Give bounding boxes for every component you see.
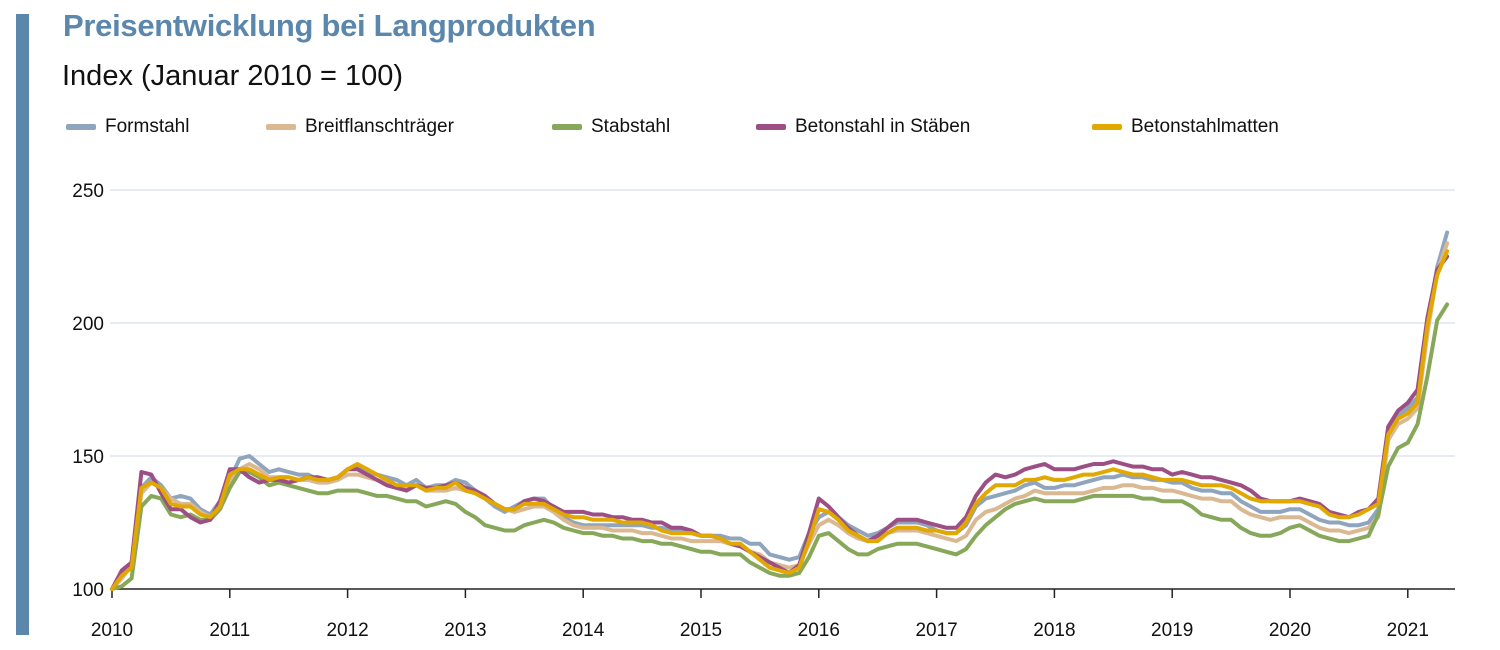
accent-bar bbox=[16, 14, 29, 635]
chart-subtitle: Index (Januar 2010 = 100) bbox=[62, 60, 403, 92]
legend-item-breitflanschtraeger: Breitflanschträger bbox=[266, 116, 454, 138]
legend-label-stabstahl: Stabstahl bbox=[591, 116, 671, 137]
series-line-betonstahlmatten bbox=[110, 249, 1450, 591]
y-tick-label-200: 200 bbox=[72, 314, 104, 335]
legend-swatch-betonstahlmatten bbox=[1092, 124, 1122, 130]
x-tick-label-2011: 2011 bbox=[209, 620, 250, 641]
legend-swatch-formstahl bbox=[66, 124, 96, 130]
legend-label-betonstahlmatten: Betonstahlmatten bbox=[1131, 116, 1279, 137]
x-tick-label-2013: 2013 bbox=[444, 620, 486, 641]
legend-item-betonstahlmatten: Betonstahlmatten bbox=[1092, 116, 1279, 138]
legend-label-formstahl: Formstahl bbox=[105, 116, 190, 137]
x-tick-label-2018: 2018 bbox=[1033, 620, 1075, 641]
x-tick-label-2015: 2015 bbox=[680, 620, 722, 641]
y-tick-label-250: 250 bbox=[72, 181, 104, 202]
legend-swatch-breitflanschtraeger bbox=[266, 124, 296, 130]
legend-item-formstahl: Formstahl bbox=[66, 116, 189, 138]
y-tick-label-100: 100 bbox=[72, 580, 104, 601]
legend-label-breitflanschtraeger: Breitflanschträger bbox=[305, 116, 454, 137]
legend-item-betonstahl-in-staeben: Betonstahl in Stäben bbox=[756, 116, 970, 138]
y-tick-label-150: 150 bbox=[72, 447, 104, 468]
x-tick-label-2017: 2017 bbox=[915, 620, 957, 641]
x-tick-label-2020: 2020 bbox=[1269, 620, 1311, 641]
legend-label-betonstahl-in-staeben: Betonstahl in Stäben bbox=[795, 116, 971, 137]
x-tick-label-2021: 2021 bbox=[1387, 620, 1429, 641]
legend-swatch-stabstahl bbox=[552, 124, 582, 130]
x-tick-label-2012: 2012 bbox=[326, 620, 368, 641]
series-line-formstahl bbox=[110, 230, 1450, 591]
x-tick-label-2019: 2019 bbox=[1151, 620, 1193, 641]
series-line-breitflanschtraeger bbox=[110, 241, 1450, 591]
x-tick-label-2016: 2016 bbox=[798, 620, 840, 641]
legend-item-stabstahl: Stabstahl bbox=[552, 116, 670, 138]
x-tick-label-2014: 2014 bbox=[562, 620, 605, 641]
x-tick-label-2010: 2010 bbox=[91, 620, 133, 641]
series-line-stabstahl bbox=[110, 302, 1450, 591]
series-line-betonstahl-in-staeben bbox=[110, 254, 1450, 591]
chart-title: Preisentwicklung bei Langprodukten bbox=[63, 8, 596, 43]
legend: Formstahl Breitflanschträger Stabstahl B… bbox=[66, 116, 1366, 142]
legend-swatch-betonstahl-in-staeben bbox=[756, 124, 786, 130]
